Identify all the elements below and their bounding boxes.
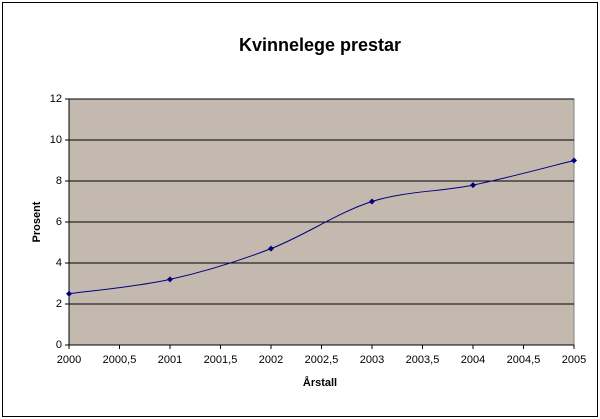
marker xyxy=(167,276,173,283)
y-tick-label: 0 xyxy=(56,339,62,351)
x-tick-label: 2000 xyxy=(57,354,81,366)
x-tick-label: 2001,5 xyxy=(204,354,238,366)
series-line xyxy=(68,160,575,295)
y-tick-label: 10 xyxy=(50,134,62,146)
x-tick-label: 2002,5 xyxy=(305,354,339,366)
y-tick-label: 4 xyxy=(56,257,62,269)
y-tick-label: 12 xyxy=(50,93,62,105)
y-axis-title: Prosent xyxy=(31,201,43,242)
x-tick-label: 2002 xyxy=(259,354,283,366)
x-tick-label: 2001 xyxy=(158,354,182,366)
x-tick-label: 2005 xyxy=(562,354,586,366)
y-tick-label: 8 xyxy=(56,175,62,187)
x-tick-label: 2003 xyxy=(360,354,384,366)
marker xyxy=(369,198,375,205)
x-axis-title: Årstall xyxy=(303,376,337,389)
x-tick-label: 2003,5 xyxy=(406,354,440,366)
x-tick-label: 2000,5 xyxy=(103,354,137,366)
marker xyxy=(66,290,72,297)
marker xyxy=(470,182,476,189)
marker xyxy=(268,245,274,252)
chart-title: Kvinnelege prestar xyxy=(239,35,401,55)
x-tick-label: 2004,5 xyxy=(507,354,541,366)
x-tick-label: 2004 xyxy=(461,354,485,366)
y-tick-label: 2 xyxy=(56,298,62,310)
y-tick-label: 6 xyxy=(56,216,62,228)
marker xyxy=(571,157,577,164)
